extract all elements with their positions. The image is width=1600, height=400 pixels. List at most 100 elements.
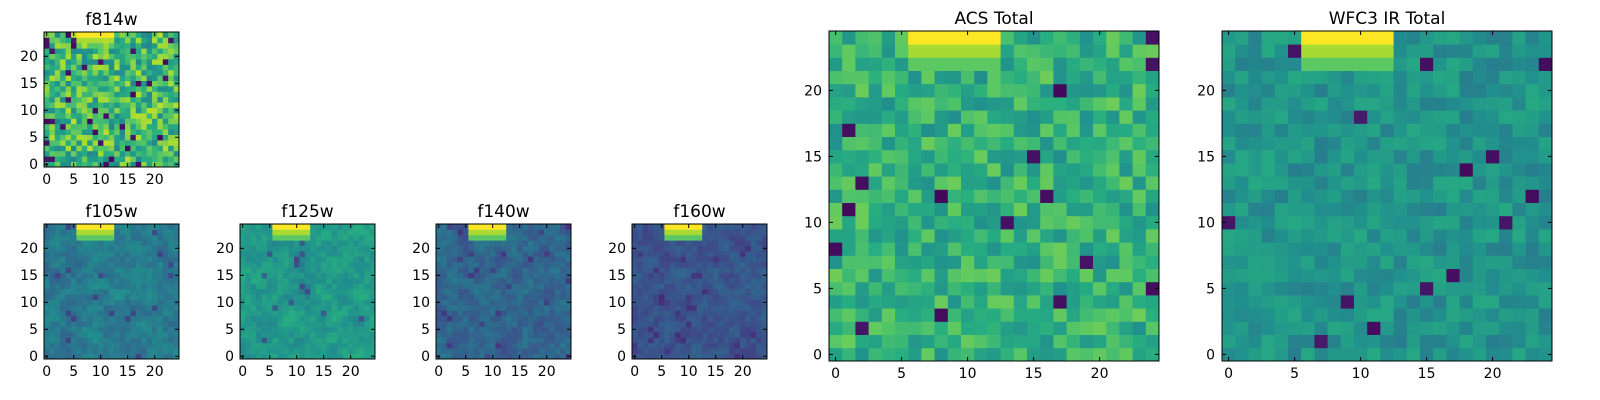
heatmap-cell xyxy=(1486,308,1500,322)
heatmap-cell xyxy=(484,224,491,230)
heatmap-cell xyxy=(304,315,311,322)
heatmap-cell xyxy=(506,261,512,268)
heatmap-cell xyxy=(457,299,464,306)
heatmap-cell xyxy=(364,342,370,349)
heatmap-cell xyxy=(114,86,120,92)
heatmap-cell xyxy=(76,353,83,360)
heatmap-cell xyxy=(103,145,110,152)
heatmap-cell xyxy=(1301,31,1315,45)
heatmap-cell xyxy=(457,315,464,322)
heatmap-cell xyxy=(1301,202,1315,217)
heatmap-cell xyxy=(310,278,316,284)
heatmap-cell xyxy=(642,224,649,230)
heatmap-cell xyxy=(527,256,534,263)
heatmap-cell xyxy=(642,278,649,284)
heatmap-cell xyxy=(1013,321,1028,335)
heatmap-cell xyxy=(642,261,649,268)
heatmap-cell xyxy=(1222,31,1236,45)
heatmap-cell xyxy=(44,123,50,130)
heatmap-cell xyxy=(1486,202,1500,217)
heatmap-cell xyxy=(1433,110,1447,124)
heatmap-cell xyxy=(1327,149,1342,164)
heatmap-cell xyxy=(130,156,137,162)
heatmap-cell xyxy=(369,310,376,317)
heatmap-cell xyxy=(881,321,896,335)
heatmap-cell xyxy=(1327,163,1342,177)
heatmap-cell xyxy=(81,283,88,290)
heatmap-cell xyxy=(49,288,56,295)
heatmap-cell xyxy=(452,240,458,246)
heatmap-cell xyxy=(157,123,164,130)
heatmap-cell xyxy=(315,240,322,246)
heatmap-cell xyxy=(321,326,327,333)
heatmap-cell xyxy=(1106,321,1120,335)
heatmap-cell xyxy=(103,267,110,273)
heatmap-cell xyxy=(1222,110,1236,124)
heatmap-cell xyxy=(723,272,730,279)
heatmap-cell xyxy=(761,240,768,246)
heatmap-cell xyxy=(299,234,306,241)
heatmap-cell xyxy=(337,342,343,349)
heatmap-cell xyxy=(44,118,50,125)
heatmap-cell xyxy=(947,44,962,58)
heatmap-cell xyxy=(114,69,120,76)
heatmap-cell xyxy=(1472,110,1487,124)
heatmap-cell xyxy=(168,150,174,157)
heatmap-cell xyxy=(1053,255,1067,269)
heatmap-cell xyxy=(267,294,273,300)
heatmap-cell xyxy=(65,150,72,157)
heatmap-cell xyxy=(283,240,289,246)
heatmap-cell xyxy=(173,150,180,157)
heatmap-cell xyxy=(369,315,376,322)
heatmap-cell xyxy=(702,321,708,327)
heatmap-cell xyxy=(119,299,126,306)
heatmap-cell xyxy=(98,321,104,327)
heatmap-cell xyxy=(653,294,660,300)
heatmap-cell xyxy=(987,136,1001,151)
heatmap-cell xyxy=(675,348,681,354)
heatmap-cell xyxy=(141,267,147,273)
heatmap-cell xyxy=(707,326,714,333)
heatmap-cell xyxy=(277,256,284,263)
heatmap-cell xyxy=(1459,83,1474,98)
heatmap-cell xyxy=(119,240,126,246)
heatmap-cell xyxy=(1274,136,1289,151)
heatmap-cell xyxy=(92,123,99,130)
heatmap-cell xyxy=(337,353,343,360)
heatmap-cell xyxy=(1393,97,1408,111)
heatmap-cell xyxy=(157,32,164,38)
heatmap-cell xyxy=(54,140,61,146)
heatmap-cell xyxy=(125,107,131,114)
heatmap-cell xyxy=(713,245,719,252)
heatmap-cell xyxy=(463,234,469,241)
heatmap-cell xyxy=(1406,123,1421,137)
heatmap-cell xyxy=(1145,110,1160,124)
heatmap-cell xyxy=(162,91,169,98)
heatmap-cell xyxy=(283,267,289,273)
heatmap-cell xyxy=(696,315,703,322)
heatmap-cell xyxy=(664,224,671,230)
heatmap-cell xyxy=(272,310,279,317)
heatmap-cell xyxy=(702,288,708,295)
heatmap-cell xyxy=(49,348,56,354)
heatmap-cell xyxy=(358,245,365,252)
heatmap-cell xyxy=(436,332,442,338)
heatmap-cell xyxy=(326,353,333,360)
heatmap-cell xyxy=(87,156,93,162)
heatmap-cell xyxy=(522,315,529,322)
heatmap-cell xyxy=(245,337,252,344)
heatmap-cell xyxy=(1261,176,1276,190)
heatmap-cell xyxy=(272,326,279,333)
heatmap-cell xyxy=(554,321,561,327)
heatmap-cell xyxy=(141,145,147,152)
heatmap-cell xyxy=(560,348,566,354)
heatmap-cell xyxy=(855,70,869,85)
heatmap-cell xyxy=(1079,44,1094,58)
heatmap-cell xyxy=(321,305,327,311)
heatmap-cell xyxy=(92,337,99,344)
heatmap-cell xyxy=(1288,347,1302,362)
heatmap-cell xyxy=(44,251,50,257)
heatmap-cell xyxy=(696,234,703,241)
heatmap-cell xyxy=(560,294,566,300)
